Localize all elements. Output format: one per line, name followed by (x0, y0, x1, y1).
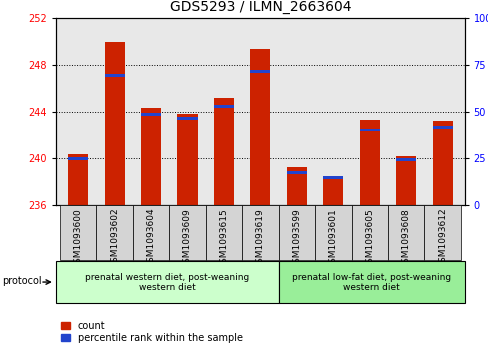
Text: GSM1093609: GSM1093609 (183, 208, 192, 269)
Bar (323, 176, 343, 205)
FancyBboxPatch shape (169, 205, 205, 260)
Legend: count, percentile rank within the sample: count, percentile rank within the sample (61, 321, 242, 343)
Bar (250, 70, 270, 73)
Text: GSM1093619: GSM1093619 (255, 208, 264, 269)
Bar (359, 120, 379, 205)
FancyBboxPatch shape (133, 205, 169, 260)
Text: prenatal low-fat diet, post-weaning
western diet: prenatal low-fat diet, post-weaning west… (292, 273, 450, 292)
Bar (141, 113, 161, 116)
Bar (104, 74, 124, 77)
Text: protocol: protocol (2, 276, 42, 286)
Bar (68, 156, 88, 159)
FancyBboxPatch shape (314, 205, 351, 260)
Bar (213, 105, 233, 108)
Text: GSM1093608: GSM1093608 (401, 208, 410, 269)
Text: GSM1093599: GSM1093599 (292, 208, 301, 269)
Bar (359, 129, 379, 131)
Bar (177, 114, 197, 205)
Bar (323, 176, 343, 179)
Bar (432, 121, 452, 205)
Bar (213, 98, 233, 205)
FancyBboxPatch shape (351, 205, 387, 260)
Text: prenatal western diet, post-weaning
western diet: prenatal western diet, post-weaning west… (85, 273, 249, 292)
Text: GSM1093601: GSM1093601 (328, 208, 337, 269)
Bar (286, 167, 306, 205)
Title: GDS5293 / ILMN_2663604: GDS5293 / ILMN_2663604 (169, 0, 350, 15)
Text: GSM1093602: GSM1093602 (110, 208, 119, 269)
FancyBboxPatch shape (278, 205, 314, 260)
Bar (286, 171, 306, 174)
Text: GSM1093612: GSM1093612 (437, 208, 446, 269)
Bar (68, 154, 88, 205)
FancyBboxPatch shape (242, 205, 278, 260)
FancyBboxPatch shape (278, 261, 464, 303)
Text: GSM1093600: GSM1093600 (74, 208, 82, 269)
FancyBboxPatch shape (387, 205, 424, 260)
FancyBboxPatch shape (205, 205, 242, 260)
Bar (395, 156, 415, 205)
Bar (177, 117, 197, 120)
Bar (432, 126, 452, 129)
Bar (141, 108, 161, 205)
Text: GSM1093604: GSM1093604 (146, 208, 155, 269)
FancyBboxPatch shape (56, 261, 278, 303)
Bar (250, 49, 270, 205)
FancyBboxPatch shape (424, 205, 460, 260)
Bar (395, 158, 415, 161)
FancyBboxPatch shape (96, 205, 133, 260)
Text: GSM1093605: GSM1093605 (365, 208, 373, 269)
FancyBboxPatch shape (60, 205, 96, 260)
Text: GSM1093615: GSM1093615 (219, 208, 228, 269)
Bar (104, 41, 124, 205)
